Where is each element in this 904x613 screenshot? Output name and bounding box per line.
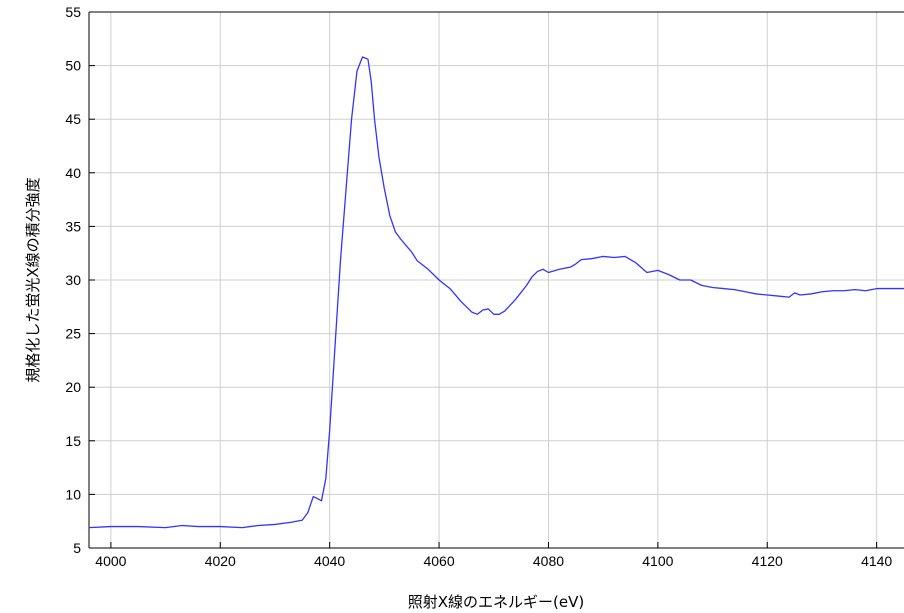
x-axis-title: 照射X線のエネルギー(eV) [408, 593, 584, 611]
x-tick-label: 4100 [642, 553, 673, 569]
y-tick-label: 25 [65, 326, 81, 342]
y-tick-label: 35 [65, 218, 81, 234]
x-ticks: 4000 4020 4040 4060 4080 4100 4120 4140 [95, 542, 892, 569]
series-line [88, 56, 904, 529]
x-tick-label: 4000 [95, 553, 126, 569]
y-ticks: 5 10 15 20 25 30 35 40 45 50 55 [65, 4, 95, 556]
y-tick-label: 50 [65, 58, 81, 74]
x-tick-label: 4140 [861, 553, 892, 569]
x-tick-label: 4020 [205, 553, 236, 569]
y-tick-label: 10 [65, 486, 81, 502]
y-tick-label: 40 [65, 165, 81, 181]
x-tick-label: 4080 [533, 553, 564, 569]
x-tick-label: 4060 [423, 553, 454, 569]
y-tick-label: 20 [65, 379, 81, 395]
y-tick-label: 30 [65, 272, 81, 288]
y-tick-label: 15 [65, 433, 81, 449]
x-tick-label: 4040 [314, 553, 345, 569]
y-tick-label: 45 [65, 111, 81, 127]
x-tick-label: 4120 [752, 553, 783, 569]
series-group [88, 56, 904, 529]
y-tick-label: 5 [73, 540, 81, 556]
y-axis-title: 規格化した蛍光X線の積分強度 [24, 177, 42, 382]
y-tick-label: 55 [65, 4, 81, 20]
